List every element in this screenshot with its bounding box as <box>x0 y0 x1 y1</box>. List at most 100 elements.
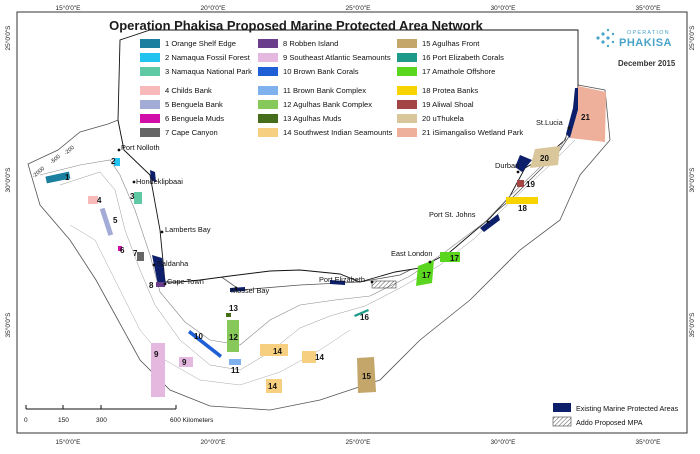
lon-tick-label: 30°0'0"E <box>491 438 517 446</box>
legend-swatch <box>140 86 160 95</box>
legend-label: 12 Agulhas Bank Complex <box>283 100 372 109</box>
mpa-amathole-offshore <box>440 252 460 262</box>
mpa-brown-bank-corals <box>188 330 222 358</box>
scale-bar: 0 150 300 600 Kilometers <box>24 405 214 424</box>
map-title: Operation Phakisa Proposed Marine Protec… <box>109 18 484 33</box>
legend-label: 16 Port Elizabeth Corals <box>422 53 504 62</box>
place-label: Mossel Bay <box>231 286 270 295</box>
mpa-number-label: 9 <box>182 358 187 367</box>
mpa-agulhas-front <box>357 357 376 393</box>
legend-item: 16 Port Elizabeth Corals <box>397 53 504 62</box>
mpa-number-label: 9 <box>154 350 159 359</box>
mpa-benguela-muds <box>118 246 122 251</box>
legend-item: 11 Brown Bank Complex <box>258 86 366 95</box>
place-label: St.Lucia <box>536 118 564 127</box>
legend-label: 1 Orange Shelf Edge <box>165 39 236 48</box>
scale-tick-label: 300 <box>96 417 107 424</box>
mpa-number-label: 6 <box>120 246 125 255</box>
mpa-number-label: 16 <box>360 313 369 322</box>
legend-swatch <box>397 114 417 123</box>
mpa-number-label: 21 <box>581 113 590 122</box>
legend-label: 19 Aliwal Shoal <box>422 100 474 109</box>
mpa-number-label: 15 <box>362 372 371 381</box>
mpa-robben-island <box>156 282 165 287</box>
lon-tick-label: 35°0'0"E <box>636 4 662 12</box>
legend-swatch <box>258 114 278 123</box>
legend-label: 21 iSimangaliso Wetland Park <box>422 128 523 137</box>
legend-swatch <box>140 67 160 76</box>
logo-text: OPERATION <box>627 30 670 36</box>
town-marker <box>486 220 490 224</box>
mpa-se-atlantic-seamounts <box>151 343 165 397</box>
lat-tick-label: 25°0'0"S <box>688 25 696 51</box>
town-marker <box>132 180 136 184</box>
place-label: Port Nolloth <box>121 143 160 152</box>
mpa-number-label: 11 <box>231 366 240 375</box>
legend-label: 5 Benguela Bank <box>165 100 223 109</box>
mpa-number-label: 17 <box>422 271 431 280</box>
legend-swatch <box>258 86 278 95</box>
existing-mpa-layer <box>150 88 580 292</box>
mpa-number-label: 17 <box>450 254 459 263</box>
mpa-number-label: 8 <box>149 281 154 290</box>
legend-item: 14 Southwest Indian Seamounts <box>258 128 393 137</box>
legend-swatch <box>397 67 417 76</box>
mpa-number-label: 7 <box>133 249 138 258</box>
legend-item: 19 Aliwal Shoal <box>397 100 474 109</box>
lat-tick-label: 35°0'0"S <box>4 312 12 338</box>
mpa-number-label: 14 <box>268 382 277 391</box>
place-label: Port Elizabeth <box>319 275 365 284</box>
legend-item: 20 uThukela <box>397 114 465 123</box>
legend-label: 10 Brown Bank Corals <box>283 67 359 76</box>
legend-item: 9 Southeast Atlantic Seamounts <box>258 53 391 62</box>
legend-label: 11 Brown Bank Complex <box>283 86 366 95</box>
place-labels: Port Nolloth Hondeklipbaai Lamberts Bay … <box>121 118 564 295</box>
town-marker <box>163 282 167 286</box>
existing-mpa-area <box>515 155 532 172</box>
mpa-cape-canyon <box>137 252 144 261</box>
legend-item: 12 Agulhas Bank Complex <box>258 100 372 109</box>
lon-tick-label: 20°0'0"E <box>201 4 227 12</box>
latitude-tick-labels: 25°0'0"S 30°0'0"S 35°0'0"S 25°0'0"S 30°0… <box>4 25 696 338</box>
town-marker <box>117 148 121 152</box>
mpa-namaqua-national-park <box>134 192 142 204</box>
mpa-number-label: 19 <box>526 180 535 189</box>
existing-mpa-area <box>152 255 166 285</box>
lon-tick-label: 15°0'0"E <box>56 4 82 12</box>
mpa-sw-indian-seamounts <box>266 379 282 393</box>
legend-label: 8 Robben Island <box>283 39 338 48</box>
legend-item: 6 Benguela Muds <box>140 114 224 123</box>
existing-mpa-area <box>566 88 580 138</box>
legend-label: 9 Southeast Atlantic Seamounts <box>283 53 391 62</box>
lat-tick-label: 30°0'0"S <box>688 167 696 193</box>
depth-label: -200 <box>63 145 75 157</box>
mpa-protea-banks <box>506 197 538 204</box>
legend-item: 8 Robben Island <box>258 39 338 48</box>
mpa-sw-indian-seamounts <box>302 351 316 363</box>
legend-item: 18 Protea Banks <box>397 86 478 95</box>
lon-tick-label: 25°0'0"E <box>346 438 372 446</box>
legend-item: 1 Orange Shelf Edge <box>140 39 236 48</box>
place-label: Lamberts Bay <box>165 225 211 234</box>
logo-mark-icon <box>596 28 615 48</box>
scale-tick-label: 0 <box>24 417 28 424</box>
legend-item: 2 Namaqua Fossil Forest <box>140 53 251 62</box>
mpa-number-labels: 1 2 3 4 5 6 7 8 9 9 10 11 12 13 14 14 14… <box>65 113 590 391</box>
legend-swatch <box>140 39 160 48</box>
mpa-number-label: 5 <box>113 216 118 225</box>
mpa-brown-bank-complex <box>229 359 241 365</box>
town-marker <box>160 230 164 234</box>
place-label: Cape Town <box>167 277 204 286</box>
place-label: Hondeklipbaai <box>136 177 183 186</box>
town-marker <box>234 286 238 290</box>
lon-tick-label: 30°0'0"E <box>491 4 517 12</box>
mpa-agulhas-muds <box>226 313 231 317</box>
legend-swatch <box>258 53 278 62</box>
lat-tick-label: 35°0'0"S <box>688 312 696 338</box>
mpa-sw-indian-seamounts <box>260 344 288 356</box>
lat-tick-label: 30°0'0"S <box>4 167 12 193</box>
legend-swatch <box>140 100 160 109</box>
scale-tick-label: 600 Kilometers <box>170 417 214 424</box>
legend-item: 3 Namaqua National Park <box>140 67 252 76</box>
